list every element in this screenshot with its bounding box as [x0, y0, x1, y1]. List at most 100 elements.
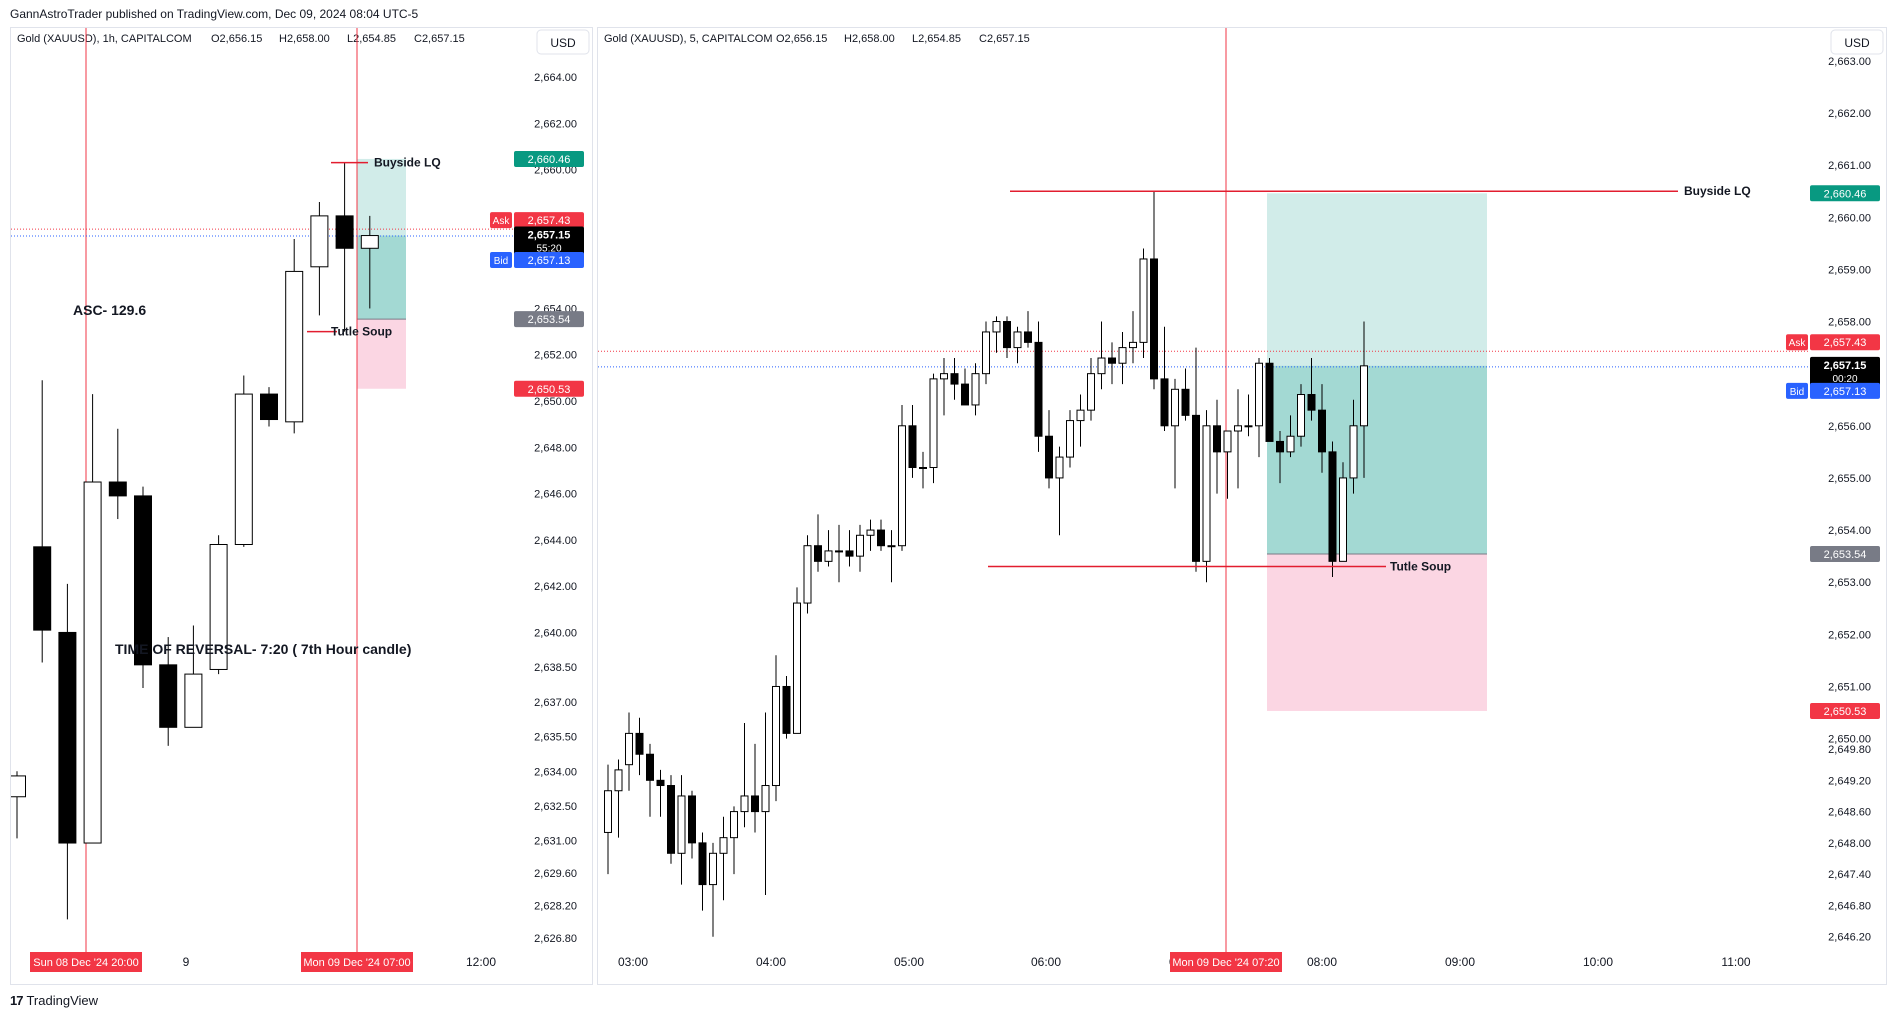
ohlc-open: O2,656.15 — [776, 33, 827, 45]
candle-body — [1339, 477, 1347, 562]
candle-body — [919, 467, 927, 470]
candle-body — [635, 732, 644, 755]
annotations[interactable]: Buyside LQ Tutle Soup ASC- 129.6 TIME OF RE… — [73, 156, 441, 657]
candle — [635, 717, 644, 776]
time-axis: 03:0004:0005:0006:0007:0008:0009:0010:00… — [618, 952, 1751, 972]
candle-body — [1118, 347, 1127, 364]
candle-body — [1223, 430, 1232, 453]
y-tick-label: 2,644.00 — [534, 535, 577, 547]
y-tick-label: 2,656.00 — [1828, 421, 1871, 433]
candle — [751, 743, 759, 833]
candle — [793, 587, 801, 734]
ohlc-high: H2,658.00 — [279, 33, 330, 45]
candle — [1129, 311, 1137, 364]
bid-tag — [1786, 382, 1808, 399]
candle-body — [908, 425, 917, 469]
candle-body — [856, 534, 864, 557]
symbol-name: Gold (XAUUSD), 1h, CAPITALCOM — [17, 33, 192, 45]
chart-panel-1h[interactable]: Gold (XAUUSD), 1h, CAPITALCOM O2,656.15 … — [8, 27, 593, 985]
candle — [108, 428, 127, 520]
candle-body — [1097, 357, 1106, 375]
price-axis[interactable]: 2,663.00 2,662.00 2,661.00 2,660.00 2,659.00… — [1828, 56, 1871, 944]
chart-canvas-1h[interactable]: Gold (XAUUSD), 1h, CAPITALCOM O2,656.15 … — [8, 28, 592, 984]
ohlc-open: O2,656.15 — [211, 33, 262, 45]
y-tick-label: 2,638.50 — [534, 662, 577, 674]
y-tick-label: 2,650.00 — [1828, 734, 1871, 746]
position-zones[interactable] — [357, 158, 406, 389]
annotations[interactable]: Buyside LQ Tutle Soup — [988, 184, 1751, 574]
candle — [1171, 378, 1179, 489]
currency-label[interactable]: USD — [550, 36, 576, 50]
ohlc-close: C2,657.15 — [979, 33, 1030, 45]
reversal-time-label: TIME OF REVERSAL- 7:20 ( 7th Hour candle… — [115, 641, 411, 657]
x-tick-label: 9 — [183, 955, 190, 969]
candle — [898, 404, 906, 551]
candle — [982, 321, 990, 385]
candle — [1349, 399, 1358, 494]
profit-zone[interactable] — [1267, 193, 1487, 555]
stop-badge — [1810, 702, 1880, 719]
candle-body — [803, 545, 812, 604]
candle — [772, 655, 780, 802]
candle-body — [677, 795, 686, 854]
candle-body — [667, 785, 675, 854]
entry-badge — [514, 311, 584, 328]
open-profit-zone — [357, 235, 406, 320]
y-tick-label: 2,660.00 — [1828, 212, 1871, 224]
currency-button[interactable] — [536, 29, 590, 55]
candle — [824, 530, 833, 567]
chart-canvas-5m[interactable]: Gold (XAUUSD), 5, CAPITALCOM O2,656.15 H… — [598, 28, 1886, 984]
candle — [1244, 394, 1253, 437]
candle — [625, 712, 633, 791]
x-tick-label: 06:00 — [1031, 955, 1061, 969]
currency-button[interactable] — [1830, 29, 1884, 55]
buyside-label: Buyside LQ — [374, 156, 441, 170]
x-tick-label: 10:00 — [1583, 955, 1613, 969]
time-badge — [1170, 952, 1282, 972]
footer-logo-text: TradingView — [26, 993, 99, 1008]
currency-label[interactable]: USD — [1844, 36, 1870, 50]
candle — [1276, 431, 1284, 484]
y-tick-label: 2,664.00 — [534, 72, 577, 84]
entry-value: 2,653.54 — [528, 314, 571, 326]
candle — [929, 373, 938, 484]
candle-body — [1307, 394, 1316, 411]
candle — [803, 535, 812, 614]
candle — [1150, 191, 1158, 390]
chart-panel-5m[interactable]: Gold (XAUUSD), 5, CAPITALCOM O2,656.15 H… — [597, 27, 1887, 985]
candle-body — [1297, 394, 1305, 437]
candle — [1055, 446, 1064, 536]
price-axis[interactable]: 2,664.002,662.002,660.002,658.002,656.00… — [534, 72, 577, 945]
y-tick-label: 2,637.00 — [534, 697, 577, 709]
y-tick-label: 2,655.00 — [1828, 473, 1871, 485]
candle — [856, 524, 864, 572]
x-tick-label: 11:00 — [1721, 955, 1750, 969]
candle — [1013, 326, 1022, 364]
ask-tag-label: Ask — [493, 216, 511, 227]
candle — [961, 368, 969, 406]
candle-body — [950, 373, 959, 385]
candle-body — [835, 550, 843, 553]
loss-zone[interactable] — [1267, 554, 1487, 711]
candle-body — [740, 795, 749, 813]
candle-body — [1255, 362, 1263, 427]
candle — [709, 842, 717, 937]
position-zones[interactable] — [1267, 193, 1487, 711]
candle — [1139, 248, 1148, 359]
ask-tag — [490, 212, 512, 229]
y-tick-label: 2,635.50 — [534, 732, 577, 744]
candle — [1265, 358, 1274, 442]
stop-badge — [514, 380, 584, 397]
candle-body — [1360, 365, 1368, 427]
candle-body — [1139, 258, 1148, 343]
last-price-badge — [514, 226, 584, 257]
candle-body — [824, 550, 833, 562]
y-tick-label: 2,642.00 — [534, 581, 577, 593]
candle-body — [1034, 341, 1043, 437]
candle — [1339, 462, 1347, 562]
candle-body — [782, 685, 791, 734]
candle-body — [134, 495, 152, 666]
loss-zone[interactable] — [357, 319, 406, 389]
candle — [1234, 389, 1242, 489]
candle — [730, 806, 738, 875]
